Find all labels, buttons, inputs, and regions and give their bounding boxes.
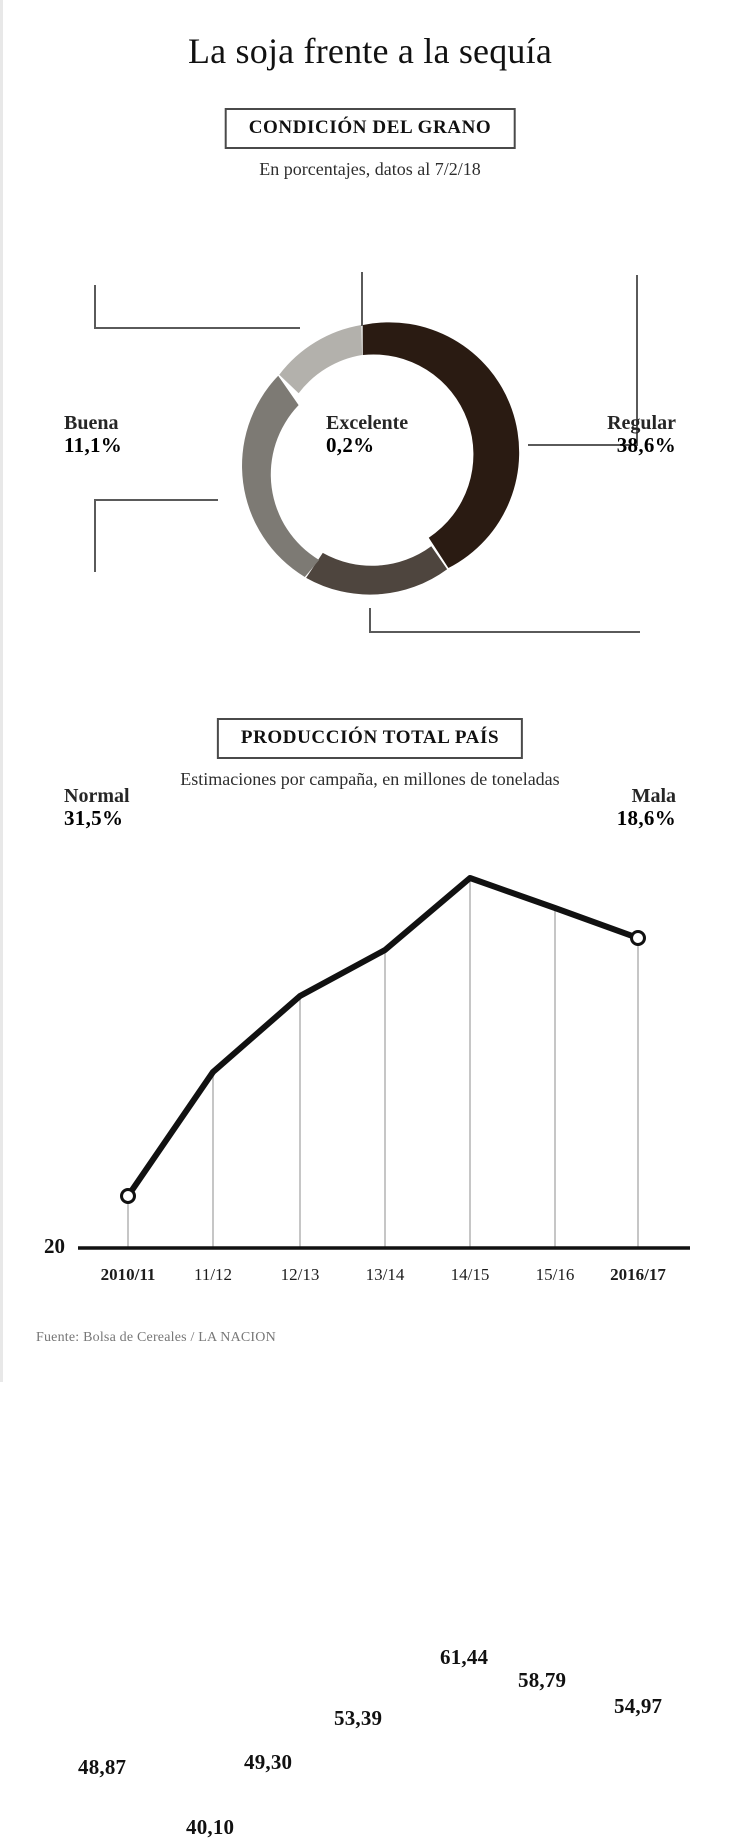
donut-label-normal-value: 31,5% — [64, 806, 124, 831]
data-label-12-13: 49,30 — [244, 1750, 293, 1774]
donut-label-mala-value: 18,6% — [616, 806, 676, 831]
donut-label-mala: Mala 18,6% — [617, 785, 676, 831]
donut-label-excelente-value: 0,2% — [326, 433, 375, 458]
donut-label-excelente: Excelente 0,2% — [326, 412, 408, 458]
y-axis-min-label: 20 — [44, 1234, 65, 1258]
donut-callout-lines — [94, 272, 640, 633]
line-chart: 48,87 40,10 49,30 53,39 61,44 58,79 54,9… — [0, 800, 740, 1839]
line-chart-svg — [78, 875, 690, 1250]
source-credit: Fuente: Bolsa de Cereales / LA NACION — [36, 1330, 276, 1345]
x-axis-label-15-16: 15/16 — [535, 1265, 575, 1284]
section-heading-grain-condition: CONDICIÓN DEL GRANO — [224, 108, 516, 149]
donut-label-regular-value: 38,6% — [616, 433, 676, 458]
donut-label-buena-name: Buena — [64, 412, 119, 434]
x-axis-label-12-13: 12/13 — [280, 1265, 320, 1284]
donut-segment-mala — [306, 546, 448, 595]
donut-label-buena-value: 11,1% — [64, 433, 123, 458]
callout-line-regular — [528, 275, 638, 446]
x-axis-label-14-15: 14/15 — [450, 1265, 490, 1284]
donut-segment-normal — [242, 375, 320, 577]
x-axis-label-11-12: 11/12 — [193, 1265, 233, 1284]
data-label-2016-17: 54,97 — [614, 1694, 663, 1718]
donut-segment-excelente — [362, 324, 363, 355]
donut-label-regular: Regular 38,6% — [607, 412, 676, 458]
section-heading-total-production: PRODUCCIÓN TOTAL PAÍS — [216, 718, 524, 759]
data-point-marker-first — [120, 1188, 136, 1204]
callout-line-mala — [369, 608, 640, 633]
donut-label-excelente-name: Excelente — [326, 412, 409, 434]
data-label-15-16: 58,79 — [518, 1668, 567, 1692]
donut-label-normal: Normal 31,5% — [64, 785, 130, 831]
data-point-marker-last — [630, 930, 646, 946]
data-label-13-14: 53,39 — [334, 1706, 383, 1730]
data-label-14-15: 61,44 — [440, 1645, 489, 1669]
donut-label-mala-name: Mala — [631, 785, 676, 807]
section-subheading-total-production: Estimaciones por campaña, en millones de… — [180, 769, 560, 789]
x-axis-label-2010-11: 2010/11 — [100, 1265, 156, 1284]
callout-line-normal — [94, 499, 218, 572]
donut-label-normal-name: Normal — [64, 785, 130, 807]
donut-chart-svg — [94, 272, 640, 633]
donut-label-buena: Buena 11,1% — [64, 412, 122, 458]
production-line-series — [125, 875, 641, 1199]
donut-chart: Buena 11,1% Excelente 0,2% Regular 38,6%… — [0, 200, 740, 830]
donut-segment-buena — [279, 325, 363, 394]
callout-line-buena — [94, 285, 300, 329]
data-label-2010-11: 48,87 — [78, 1755, 127, 1779]
page-title: La soja frente a la sequía — [187, 31, 553, 71]
data-label-11-12: 40,10 — [186, 1815, 235, 1839]
infographic-frame — [0, 0, 3, 1382]
section-subheading-grain-condition: En porcentajes, datos al 7/2/18 — [259, 159, 481, 179]
donut-segments — [242, 322, 520, 595]
donut-segment-regular — [363, 322, 520, 569]
x-axis-label-2016-17: 2016/17 — [610, 1265, 666, 1284]
donut-label-regular-name: Regular — [607, 412, 676, 434]
line-chart-gridlines — [127, 878, 639, 1248]
x-axis-label-13-14: 13/14 — [365, 1265, 405, 1284]
